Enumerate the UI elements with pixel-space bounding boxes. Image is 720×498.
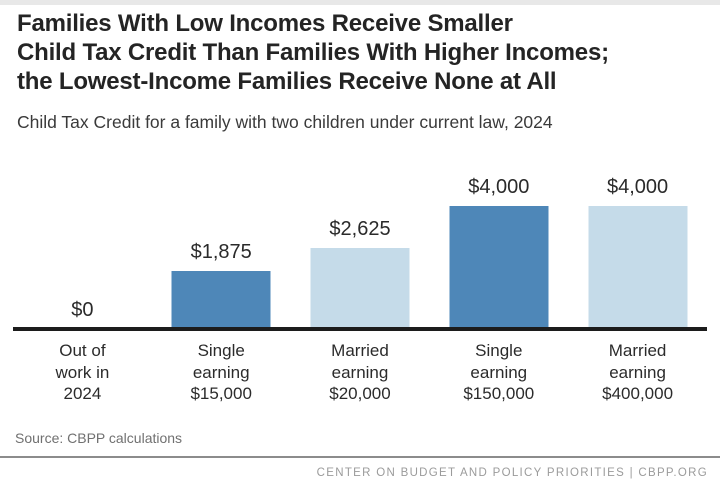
footer-attribution: CENTER ON BUDGET AND POLICY PRIORITIES |… bbox=[316, 467, 708, 479]
footer-divider bbox=[0, 456, 720, 458]
top-border-strip bbox=[0, 0, 720, 5]
bar-value-label: $1,875 bbox=[190, 241, 252, 263]
bar-slot: $4,000 bbox=[429, 166, 568, 329]
bar-slot: $2,625 bbox=[291, 166, 430, 329]
x-axis-line bbox=[13, 327, 707, 331]
bar bbox=[588, 206, 688, 329]
bar-slot: $0 bbox=[13, 166, 152, 329]
chart-subtitle: Child Tax Credit for a family with two c… bbox=[17, 112, 553, 132]
bar bbox=[449, 206, 549, 329]
chart-title: Families With Low Incomes Receive Smalle… bbox=[17, 9, 712, 96]
bar-value-label: $2,625 bbox=[329, 218, 391, 240]
bar-value-label: $4,000 bbox=[607, 176, 669, 198]
bar-slot: $4,000 bbox=[568, 166, 707, 329]
bar-value-label: $0 bbox=[71, 299, 94, 321]
source-note: Source: CBPP calculations bbox=[15, 430, 183, 446]
bar-value-label: $4,000 bbox=[468, 176, 530, 198]
chart-title-line-1: Families With Low Incomes Receive Smalle… bbox=[17, 10, 513, 37]
chart-title-line-3: the Lowest-Income Families Receive None … bbox=[17, 68, 557, 95]
bar-slot: $1,875 bbox=[152, 166, 291, 329]
chart-title-line-2: Child Tax Credit Than Families With High… bbox=[17, 39, 609, 66]
bar-chart-plot-area: $0 $1,875 $2,625 $4,000 $4,000 bbox=[13, 166, 707, 329]
bar bbox=[310, 248, 410, 329]
x-axis-category-label: Married earning $20,000 bbox=[329, 341, 391, 403]
x-axis-category-label: Single earning $150,000 bbox=[463, 341, 535, 403]
x-axis-labels: Out of work in 2024 Single earning $15,00… bbox=[13, 340, 707, 405]
bar-chart: $0 $1,875 $2,625 $4,000 $4,000 bbox=[13, 166, 707, 329]
x-axis-category-label: Married earning $400,000 bbox=[602, 341, 674, 403]
x-axis-category-label: Single earning $15,000 bbox=[190, 341, 252, 403]
x-axis-category-label: Out of work in 2024 bbox=[55, 341, 110, 403]
bar bbox=[171, 271, 271, 329]
